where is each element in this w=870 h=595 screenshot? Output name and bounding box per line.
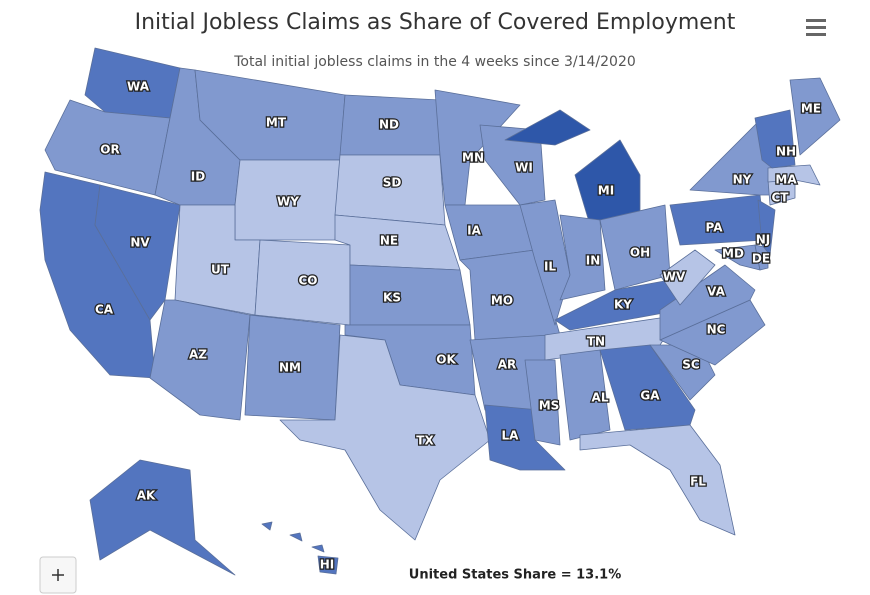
state-shape [504, 109, 641, 226]
state-label: NJ [756, 233, 771, 247]
state-shape [94, 184, 181, 321]
state-label: MI [598, 184, 614, 198]
state-shape [659, 249, 716, 306]
state-label: HI [320, 558, 335, 572]
state-label: KY [614, 298, 632, 312]
state-label: IA [467, 224, 481, 238]
state-label: ND [379, 118, 399, 132]
state-label: TX [416, 434, 434, 448]
state-label: OH [630, 246, 650, 260]
state-shape [334, 154, 446, 226]
state-label: NC [707, 323, 726, 337]
state-label: AZ [189, 348, 207, 362]
state-label: UT [211, 263, 230, 277]
state-label: ID [191, 170, 205, 184]
state-shape [599, 344, 696, 431]
state-label: WY [277, 195, 299, 209]
state-label: AL [592, 391, 609, 405]
state-label: OR [100, 143, 119, 157]
state-label: CT [772, 191, 790, 205]
state-label: MS [539, 399, 560, 413]
state-label: NY [733, 173, 752, 187]
state-label: MN [462, 151, 484, 165]
menu-button[interactable] [800, 14, 832, 42]
state-label: DE [752, 252, 770, 266]
state-shape [757, 199, 776, 256]
subtitle: Total initial jobless claims in the 4 we… [233, 54, 636, 70]
state-shape [754, 109, 796, 169]
state-label: CA [95, 303, 114, 317]
state-label: WA [127, 80, 150, 94]
state-label: SC [682, 358, 700, 372]
state-label: NE [380, 234, 398, 248]
state-label: CO [298, 274, 317, 288]
state-shape [349, 264, 471, 326]
state-label: IL [544, 260, 556, 274]
state-shape [659, 264, 756, 341]
state-label: MO [491, 294, 513, 308]
state-label: GA [640, 389, 660, 403]
state-label: TN [587, 335, 605, 349]
state-label: OK [436, 353, 456, 367]
zoom-in-button[interactable] [39, 556, 77, 594]
state-shape [559, 349, 611, 441]
state-shape [279, 334, 491, 541]
state-label: IN [586, 254, 601, 268]
state-label: FL [690, 475, 706, 489]
state-label: PA [706, 221, 724, 235]
states: WA OR CA NV ID MT WY UT CO AZ NM ND SD NE KS OK TX MN IA MO… [39, 47, 841, 576]
state-shape [767, 164, 821, 186]
state-shape [261, 521, 339, 575]
state-shape [579, 424, 736, 536]
state-label: NV [130, 236, 150, 250]
state-label: MA [775, 173, 797, 187]
state-label: WV [663, 270, 686, 284]
state-label: VA [707, 285, 725, 299]
state-shape [524, 359, 561, 446]
state-label: SD [383, 176, 402, 190]
state-label: ME [801, 102, 821, 116]
state-label: WI [515, 161, 533, 175]
state-shape [559, 214, 606, 301]
state-label: MD [722, 247, 744, 261]
state-label: AR [498, 358, 517, 372]
state-label: NM [279, 361, 301, 375]
state-shape [519, 199, 571, 326]
state-shape [89, 459, 236, 576]
title: Initial Jobless Claims as Share of Cover… [135, 10, 736, 35]
state-shape [234, 159, 341, 241]
state-label: AK [137, 489, 156, 503]
footer-note: United States Share = 13.1% [409, 568, 621, 583]
state-label: KS [383, 291, 401, 305]
state-shape [789, 77, 841, 156]
state-label: LA [502, 429, 520, 443]
state-label: MT [266, 116, 287, 130]
state-label: NH [776, 145, 796, 159]
